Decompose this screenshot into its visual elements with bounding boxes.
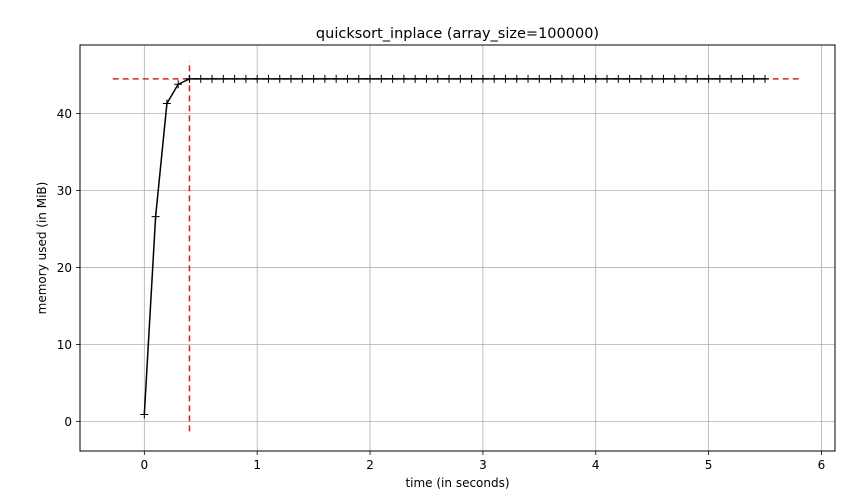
data-point-marker xyxy=(524,74,533,83)
data-point-marker xyxy=(309,74,318,83)
data-point-marker xyxy=(749,74,758,83)
data-point-marker xyxy=(377,74,386,83)
x-tick-label: 6 xyxy=(818,458,826,472)
x-tick-label: 3 xyxy=(479,458,487,472)
x-tick-label: 4 xyxy=(592,458,600,472)
data-point-marker xyxy=(411,74,420,83)
data-point-marker xyxy=(738,74,747,83)
y-tick-label: 0 xyxy=(64,415,72,429)
data-point-marker xyxy=(241,74,250,83)
data-point-marker xyxy=(715,74,724,83)
data-point-marker xyxy=(298,74,307,83)
y-axis-title: memory used (in MiB) xyxy=(35,182,49,315)
y-tick-label: 20 xyxy=(57,261,72,275)
chart-title: quicksort_inplace (array_size=100000) xyxy=(316,26,599,42)
x-axis-ticks: 0 1 2 3 4 5 6 xyxy=(141,451,826,472)
data-point-marker xyxy=(196,74,205,83)
data-point-marker xyxy=(648,74,657,83)
data-point-marker xyxy=(467,74,476,83)
x-tick-label: 0 xyxy=(141,458,149,472)
data-point-marker xyxy=(704,74,713,83)
plot-frame xyxy=(79,44,836,452)
data-point-marker xyxy=(422,74,431,83)
y-tick-label: 10 xyxy=(57,338,72,352)
data-point-marker xyxy=(174,80,183,89)
x-tick-label: 1 xyxy=(253,458,261,472)
data-point-marker xyxy=(275,74,284,83)
data-point-marker xyxy=(659,74,668,83)
data-point-marker xyxy=(603,74,612,83)
data-point-marker xyxy=(535,74,544,83)
data-point-marker xyxy=(320,74,329,83)
data-point-marker xyxy=(287,74,296,83)
data-point-marker xyxy=(625,74,634,83)
data-point-marker xyxy=(445,74,454,83)
data-point-marker xyxy=(591,74,600,83)
data-point-marker xyxy=(682,74,691,83)
data-point-marker xyxy=(670,74,679,83)
data-point-marker xyxy=(490,74,499,83)
y-tick-label: 40 xyxy=(57,107,72,121)
data-series xyxy=(140,74,770,419)
data-point-marker xyxy=(332,74,341,83)
data-point-marker xyxy=(219,74,228,83)
data-point-marker xyxy=(614,74,623,83)
data-point-marker xyxy=(388,74,397,83)
data-point-marker xyxy=(557,74,566,83)
data-point-marker xyxy=(399,74,408,83)
data-point-marker xyxy=(512,74,521,83)
y-tick-label: 30 xyxy=(57,184,72,198)
data-point-marker xyxy=(727,74,736,83)
data-point-marker xyxy=(230,74,239,83)
data-point-marker xyxy=(366,74,375,83)
data-point-marker xyxy=(208,74,217,83)
y-axis-ticks: 0 10 20 30 40 xyxy=(57,107,80,429)
data-point-marker xyxy=(478,74,487,83)
data-point-marker xyxy=(264,74,273,83)
data-point-marker xyxy=(546,74,555,83)
data-point-marker xyxy=(693,74,702,83)
grid-lines xyxy=(80,45,835,451)
data-point-marker xyxy=(343,74,352,83)
data-point-marker xyxy=(185,74,194,83)
data-point-marker xyxy=(253,74,262,83)
data-point-marker xyxy=(636,74,645,83)
x-axis-title: time (in seconds) xyxy=(405,476,509,490)
data-point-marker xyxy=(761,74,770,83)
data-point-marker xyxy=(433,74,442,83)
data-point-marker xyxy=(501,74,510,83)
data-point-marker xyxy=(354,74,363,83)
data-point-marker xyxy=(151,212,160,221)
data-point-marker xyxy=(569,74,578,83)
data-point-marker xyxy=(456,74,465,83)
data-point-marker xyxy=(580,74,589,83)
data-point-marker xyxy=(162,99,171,108)
data-point-marker xyxy=(140,410,149,419)
x-tick-label: 5 xyxy=(705,458,713,472)
x-tick-label: 2 xyxy=(366,458,374,472)
